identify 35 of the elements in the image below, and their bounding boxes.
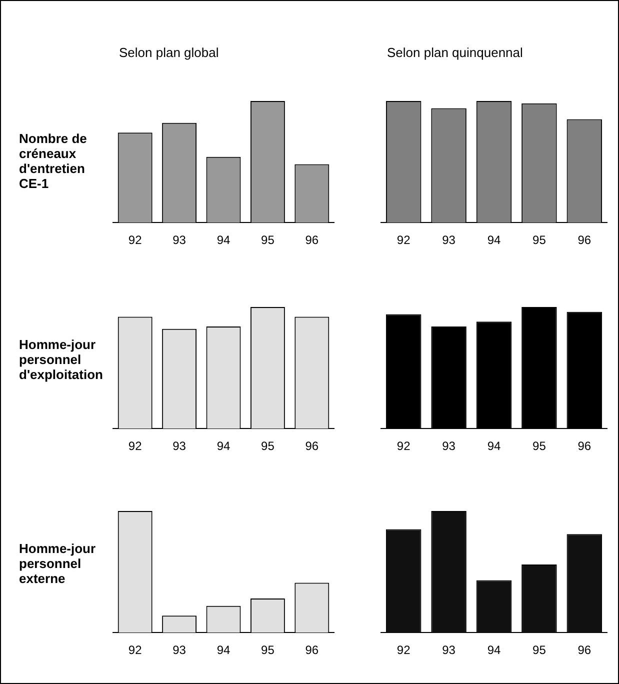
x-tick-label: 93 xyxy=(172,643,186,658)
x-tick-label: 94 xyxy=(216,233,230,248)
x-tick-label: 94 xyxy=(487,643,501,658)
x-tick-label: 93 xyxy=(172,233,186,248)
x-tick-label: 96 xyxy=(578,643,592,658)
x-tick-label: 94 xyxy=(216,643,230,658)
x-tick-label: 94 xyxy=(487,439,501,454)
x-tick-label: 94 xyxy=(216,439,230,454)
x-tick-label: 96 xyxy=(305,233,319,248)
chart-title: Selon plan quinquennal xyxy=(387,45,524,60)
y-axis-title: Homme-jour personnel externe xyxy=(19,541,97,586)
x-tick-label: 96 xyxy=(305,439,319,454)
x-tick-label: 92 xyxy=(396,643,411,658)
x-tick-label: 93 xyxy=(172,439,186,454)
y-axis-title: Nombre de créneaux d'entretien CE-1 xyxy=(19,131,88,191)
x-tick-label: 95 xyxy=(532,439,546,454)
x-tick-label: 92 xyxy=(128,233,142,248)
x-tick-label: 96 xyxy=(578,233,592,248)
x-tick-label: 94 xyxy=(487,233,501,248)
y-axis-title: Homme-jour personnel d'exploitation xyxy=(19,337,104,382)
x-tick-label: 93 xyxy=(442,233,456,248)
x-tick-label: 95 xyxy=(261,643,275,658)
x-tick-label: 92 xyxy=(396,233,411,248)
x-tick-label: 95 xyxy=(261,233,275,248)
x-tick-label: 92 xyxy=(128,439,142,454)
x-tick-label: 96 xyxy=(305,643,319,658)
x-tick-label: 92 xyxy=(128,643,142,658)
x-tick-label: 96 xyxy=(578,439,592,454)
x-tick-label: 93 xyxy=(442,439,456,454)
x-tick-label: 95 xyxy=(532,643,546,658)
chart-title: Selon plan global xyxy=(119,45,220,60)
x-tick-label: 95 xyxy=(532,233,546,248)
x-tick-label: 92 xyxy=(396,439,411,454)
x-tick-label: 95 xyxy=(261,439,275,454)
x-tick-label: 93 xyxy=(442,643,456,658)
